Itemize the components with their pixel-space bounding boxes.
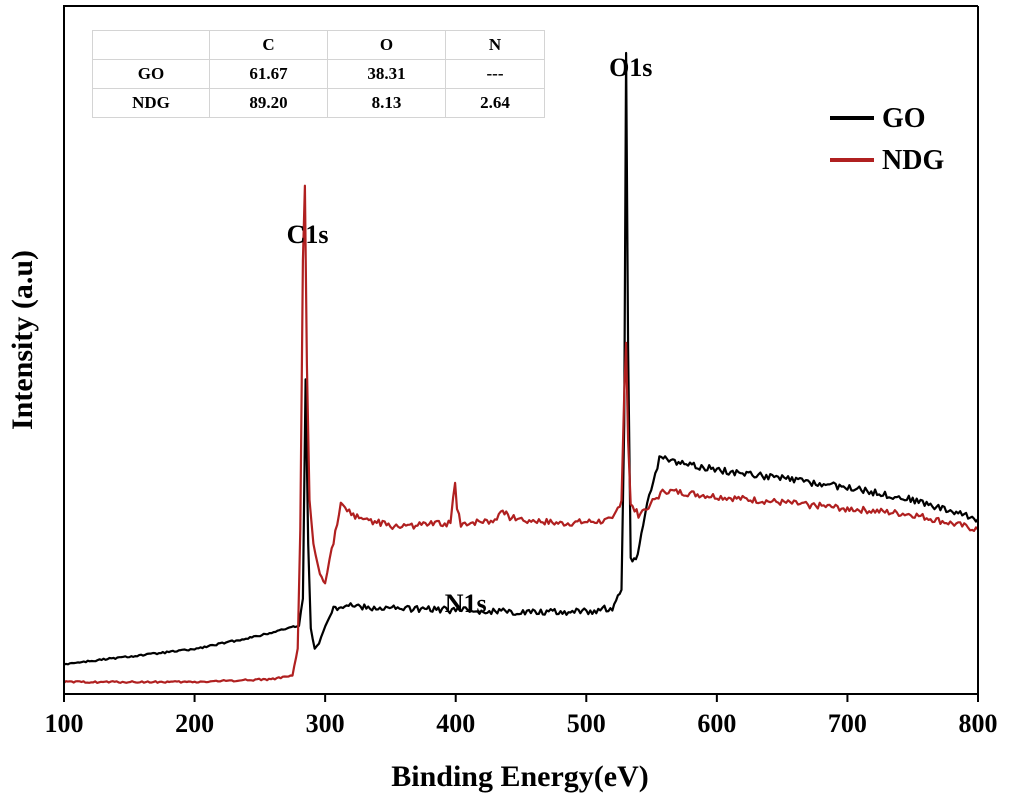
annotation-layer: C1s O1s N1s (287, 53, 653, 618)
x-tick-label: 100 (45, 709, 84, 738)
series-line-go (63, 51, 979, 666)
x-tick-label: 200 (175, 709, 214, 738)
table-cell: 61.67 (209, 59, 328, 89)
peak-label-n1s: N1s (445, 589, 487, 618)
legend-label-go: GO (882, 103, 926, 134)
table-row: GO 61.67 38.31 --- (92, 59, 545, 89)
table-row: NDG 89.20 8.13 2.64 (92, 88, 545, 118)
table-cell: 38.31 (327, 59, 446, 89)
x-tick-label: 800 (959, 709, 998, 738)
x-tick-label: 400 (436, 709, 475, 738)
table-header-cell: N (445, 30, 545, 60)
legend: GO NDG (830, 103, 944, 176)
table-header-cell: O (327, 30, 446, 60)
table-cell: 89.20 (209, 88, 328, 118)
x-tick-label: 600 (697, 709, 736, 738)
x-tick-label: 500 (567, 709, 606, 738)
peak-label-c1s: C1s (287, 220, 329, 249)
axis-layer (63, 5, 979, 695)
table-header-cell (92, 30, 210, 60)
tick-layer: 100 200 300 400 500 600 700 800 (45, 694, 998, 738)
series-layer (63, 51, 979, 684)
table-cell: 8.13 (327, 88, 446, 118)
peak-label-o1s: O1s (609, 53, 652, 82)
table-header-cell: C (209, 30, 328, 60)
table-cell: --- (445, 59, 545, 89)
x-tick-label: 700 (828, 709, 867, 738)
table-cell: NDG (92, 88, 210, 118)
y-axis-title: Intensity (a.u) (6, 250, 39, 430)
series-line-ndg (63, 184, 979, 684)
composition-table: C O N GO 61.67 38.31 --- NDG 89.20 8.13 … (92, 30, 545, 118)
table-cell: GO (92, 59, 210, 89)
x-tick-label: 300 (306, 709, 345, 738)
table-header-row: C O N (92, 30, 545, 60)
table-cell: 2.64 (445, 88, 545, 118)
legend-label-ndg: NDG (882, 145, 944, 176)
x-axis-title: Binding Energy(eV) (391, 760, 649, 793)
